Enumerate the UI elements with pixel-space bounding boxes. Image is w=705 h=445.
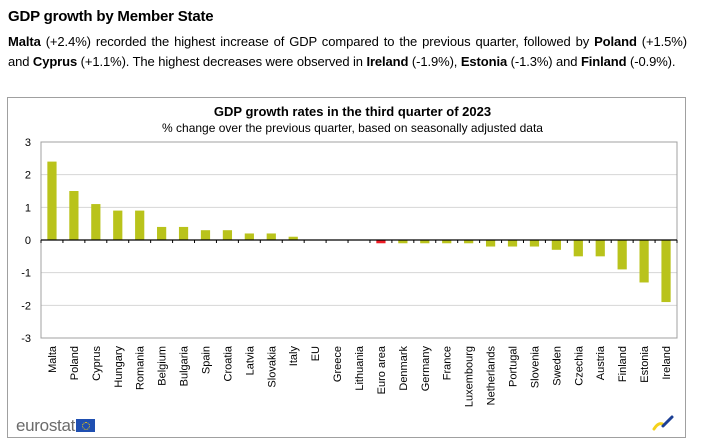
bar (47, 161, 57, 240)
y-tick-label: 1 (25, 202, 31, 214)
x-tick-label: Belgium (157, 346, 169, 386)
country-highlight: Poland (594, 34, 637, 49)
chart-subtitle: % change over the previous quarter, base… (162, 121, 543, 135)
x-tick-label: EU (310, 346, 322, 361)
x-tick-label: Netherlands (486, 346, 498, 406)
bar (135, 210, 145, 240)
x-tick-label: Cyprus (91, 346, 103, 381)
eurostat-swoosh-icon (652, 415, 674, 431)
summary-paragraph: Malta (+2.4%) recorded the highest incre… (8, 32, 687, 72)
bar (113, 210, 123, 240)
x-tick-label: Germany (420, 346, 432, 392)
country-highlight: Ireland (366, 54, 409, 69)
bar (420, 240, 430, 244)
bar (288, 236, 298, 240)
section-title: GDP growth by Member State (8, 8, 214, 25)
summary-text: (+1.1%). The highest decreases were obse… (77, 54, 367, 69)
y-tick-label: 0 (25, 235, 31, 247)
x-tick-label: Denmark (398, 346, 410, 391)
bar (398, 240, 408, 244)
x-tick-label: Spain (200, 346, 212, 374)
eu-flag-icon (76, 419, 96, 432)
bar (376, 240, 386, 244)
bar (661, 240, 671, 303)
x-tick-label: Greece (332, 346, 344, 382)
bar (485, 240, 496, 247)
chart-frame (7, 97, 686, 438)
summary-text: (-1.9%), (408, 54, 461, 69)
x-tick-label: Malta (47, 345, 59, 373)
x-tick-label: Finland (617, 346, 629, 382)
x-tick-label: Romania (135, 345, 147, 390)
x-tick-label: Ireland (661, 346, 673, 380)
bar (222, 230, 233, 240)
country-highlight: Estonia (460, 54, 508, 69)
x-tick-label: Lithuania (354, 345, 366, 391)
y-tick-label: -1 (21, 268, 31, 280)
bar (617, 240, 627, 270)
bar (266, 233, 276, 240)
bar (595, 240, 605, 257)
x-tick-label: Czechia (573, 345, 585, 386)
x-tick-label: Estonia (639, 345, 651, 383)
bar (551, 240, 561, 250)
x-tick-label: Luxembourg (464, 346, 476, 407)
x-tick-label: Italy (288, 346, 300, 367)
country-highlight: Malta (8, 34, 41, 49)
chart-title: GDP growth rates in the third quarter of… (213, 104, 492, 119)
country-highlight: Cyprus (32, 54, 78, 69)
x-tick-label: Euro area (376, 345, 388, 394)
bar (529, 240, 540, 247)
x-tick-label: Slovenia (529, 345, 541, 388)
summary-text: (-0.9%). (626, 54, 676, 69)
y-tick-label: -3 (21, 333, 31, 345)
bar (639, 240, 649, 283)
bar (507, 240, 518, 247)
x-tick-label: Croatia (222, 345, 234, 381)
x-tick-label: Austria (595, 345, 607, 380)
x-tick-label: Hungary (113, 346, 125, 388)
x-tick-label: Sweden (551, 346, 563, 386)
eurostat-logo: eurostat (16, 416, 96, 436)
bar (200, 230, 211, 240)
x-tick-label: Bulgaria (179, 345, 191, 386)
bar (442, 240, 452, 244)
x-tick-label: Slovakia (266, 345, 278, 387)
logo-text: eurostat (16, 416, 76, 435)
x-tick-label: Latvia (244, 345, 256, 375)
bar (464, 240, 474, 244)
y-tick-label: -2 (21, 300, 31, 312)
summary-text: (+1.5%) and (8, 34, 687, 69)
x-tick-label: Poland (69, 346, 81, 380)
x-tick-label: France (442, 346, 454, 380)
summary-text: (+2.4%) recorded the highest increase of… (40, 34, 595, 49)
bar (91, 204, 101, 240)
bar (69, 191, 79, 240)
y-tick-label: 2 (25, 170, 31, 182)
bar (178, 226, 189, 240)
bar (244, 233, 254, 240)
bar (573, 240, 583, 257)
country-highlight: Finland (580, 54, 627, 69)
summary-text: (-1.3%) and (507, 54, 581, 69)
x-tick-label: Portugal (508, 346, 520, 387)
bar (157, 226, 167, 240)
y-tick-label: 3 (25, 137, 31, 149)
